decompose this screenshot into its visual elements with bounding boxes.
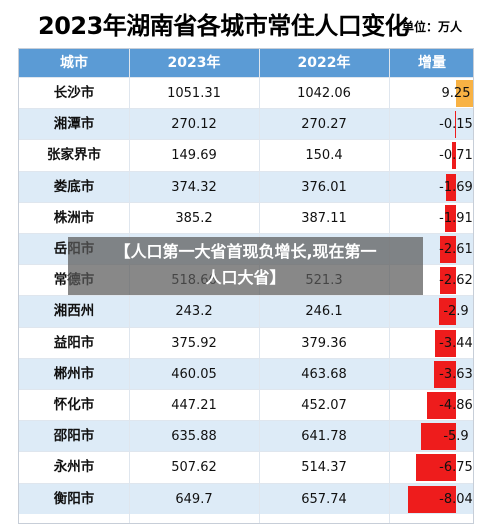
news-caption: 【人口第一大省首现负增长,现在第一 人口大省】 bbox=[68, 239, 423, 291]
header-change: 增量 bbox=[418, 55, 446, 71]
change-value-cell: 9.25 bbox=[441, 86, 471, 101]
population-2023-cell: 507.62 bbox=[171, 460, 217, 476]
population-2022-cell: 463.68 bbox=[301, 366, 347, 382]
header-2022: 2022年 bbox=[297, 55, 351, 71]
city-name-cell: 株洲市 bbox=[53, 209, 95, 226]
table-row: 长沙市 1051.31 1042.06 9.25 bbox=[19, 77, 473, 108]
change-value-cell: -3.63 bbox=[439, 366, 473, 382]
table-row: 衡阳市 649.7 657.74 -8.04 bbox=[19, 482, 473, 514]
change-bar bbox=[440, 236, 456, 263]
table-row: 湘潭市 270.12 270.27 -0.15 bbox=[19, 108, 473, 140]
table-row: 株洲市 385.2 387.11 -1.91 bbox=[19, 201, 473, 233]
change-value-cell: -4.86 bbox=[439, 398, 473, 413]
city-name-cell: 娄底市 bbox=[53, 178, 95, 195]
city-name-cell: 张家界市 bbox=[47, 147, 101, 164]
change-bar bbox=[456, 80, 473, 107]
table-row: 永州市 507.62 514.37 -6.75 bbox=[19, 451, 473, 482]
population-2023-cell: 149.69 bbox=[171, 148, 217, 164]
change-bar bbox=[434, 360, 456, 388]
table-row: 郴州市 460.05 463.68 -3.63 bbox=[19, 357, 473, 389]
change-bar bbox=[444, 204, 456, 232]
change-value-cell: -2.62 bbox=[439, 273, 473, 289]
change-bar bbox=[415, 454, 456, 482]
news-caption-overlay: 【人口第一大省首现负增长,现在第一 人口大省】 bbox=[68, 237, 423, 295]
title-row: 2023年湖南省各城市常住人口变化 单位：万人 bbox=[0, 0, 500, 48]
city-name-cell: 怀化市 bbox=[53, 397, 95, 413]
change-bar bbox=[408, 485, 456, 513]
population-2022-cell: 641.78 bbox=[301, 429, 347, 445]
city-name-cell: 湘潭市 bbox=[53, 116, 95, 133]
header-city: 城市 bbox=[60, 55, 88, 71]
population-2023-cell: 460.05 bbox=[171, 366, 217, 382]
change-value-cell: -3.44 bbox=[439, 335, 473, 351]
table-row: 邵阳市 635.88 641.78 -5.9 bbox=[19, 420, 473, 452]
city-name-cell: 益阳市 bbox=[53, 334, 95, 351]
change-bar bbox=[438, 298, 456, 326]
city-name-cell: 长沙市 bbox=[53, 85, 95, 101]
population-2023-cell: 385.2 bbox=[175, 210, 213, 226]
population-2022-cell: 452.07 bbox=[301, 398, 347, 413]
page-title: 2023年湖南省各城市常住人口变化 bbox=[38, 12, 409, 40]
change-value-cell: -2.61 bbox=[439, 242, 473, 257]
population-2022-cell: 657.74 bbox=[301, 491, 347, 507]
population-2022-cell: 270.27 bbox=[301, 117, 347, 133]
city-name-cell: 湘西州 bbox=[53, 303, 95, 320]
population-2022-cell: 246.1 bbox=[305, 304, 343, 320]
change-bar bbox=[435, 329, 456, 357]
city-name-cell: 郴州市 bbox=[53, 365, 95, 382]
population-2023-cell: 374.32 bbox=[171, 179, 217, 195]
change-value-cell: -5.9 bbox=[443, 429, 469, 445]
population-2022-cell: 387.11 bbox=[301, 210, 347, 226]
change-value-cell: -0.15 bbox=[439, 117, 473, 133]
change-bar bbox=[420, 423, 456, 451]
city-name-cell: 邵阳市 bbox=[53, 428, 95, 445]
table-header: 城市 2023年 2022年 增量 bbox=[19, 49, 473, 77]
population-2022-cell: 514.37 bbox=[301, 460, 347, 476]
change-bar bbox=[426, 392, 456, 419]
population-2023-cell: 649.7 bbox=[175, 491, 213, 507]
population-table: 城市 2023年 2022年 增量 长沙市 1051.31 1042.06 9.25 湘… bbox=[18, 48, 474, 524]
change-value-cell: -1.69 bbox=[439, 179, 473, 195]
table-row: 娄底市 374.32 376.01 -1.69 bbox=[19, 170, 473, 202]
change-value-cell: -0.71 bbox=[439, 148, 473, 164]
table-row: 张家界市 149.69 150.4 -0.71 bbox=[19, 139, 473, 170]
table-row: 益阳市 375.92 379.36 -3.44 bbox=[19, 326, 473, 358]
change-value-cell: -1.91 bbox=[439, 210, 473, 226]
change-value-cell: -8.04 bbox=[439, 491, 473, 507]
population-2022-cell: 1042.06 bbox=[297, 86, 351, 101]
population-2023-cell: 635.88 bbox=[171, 429, 217, 445]
change-bar bbox=[454, 111, 456, 139]
table-row: 怀化市 447.21 452.07 -4.86 bbox=[19, 389, 473, 420]
news-caption-line-2: 人口大省】 bbox=[205, 268, 286, 287]
population-2022-cell: 379.36 bbox=[301, 335, 347, 351]
change-bar bbox=[440, 267, 456, 295]
city-name-cell: 衡阳市 bbox=[53, 490, 95, 507]
change-bar bbox=[445, 173, 456, 201]
change-value-cell: -2.9 bbox=[443, 304, 469, 320]
population-2023-cell: 1051.31 bbox=[167, 86, 221, 101]
population-2023-cell: 270.12 bbox=[171, 117, 217, 133]
population-2023-cell: 243.2 bbox=[175, 304, 213, 320]
header-2023: 2023年 bbox=[167, 55, 221, 71]
population-2022-cell: 150.4 bbox=[305, 148, 343, 164]
population-2023-cell: 375.92 bbox=[171, 335, 217, 351]
news-caption-line-1: 【人口第一大省首现负增长,现在第一 bbox=[114, 242, 377, 261]
change-value-cell: -6.75 bbox=[439, 460, 473, 476]
population-2022-cell: 376.01 bbox=[301, 179, 347, 195]
change-bar bbox=[451, 142, 456, 170]
city-name-cell: 永州市 bbox=[53, 459, 95, 476]
population-2023-cell: 447.21 bbox=[171, 398, 217, 413]
table-row: 湘西州 243.2 246.1 -2.9 bbox=[19, 295, 473, 327]
unit-label: 单位：万人 bbox=[402, 20, 463, 34]
